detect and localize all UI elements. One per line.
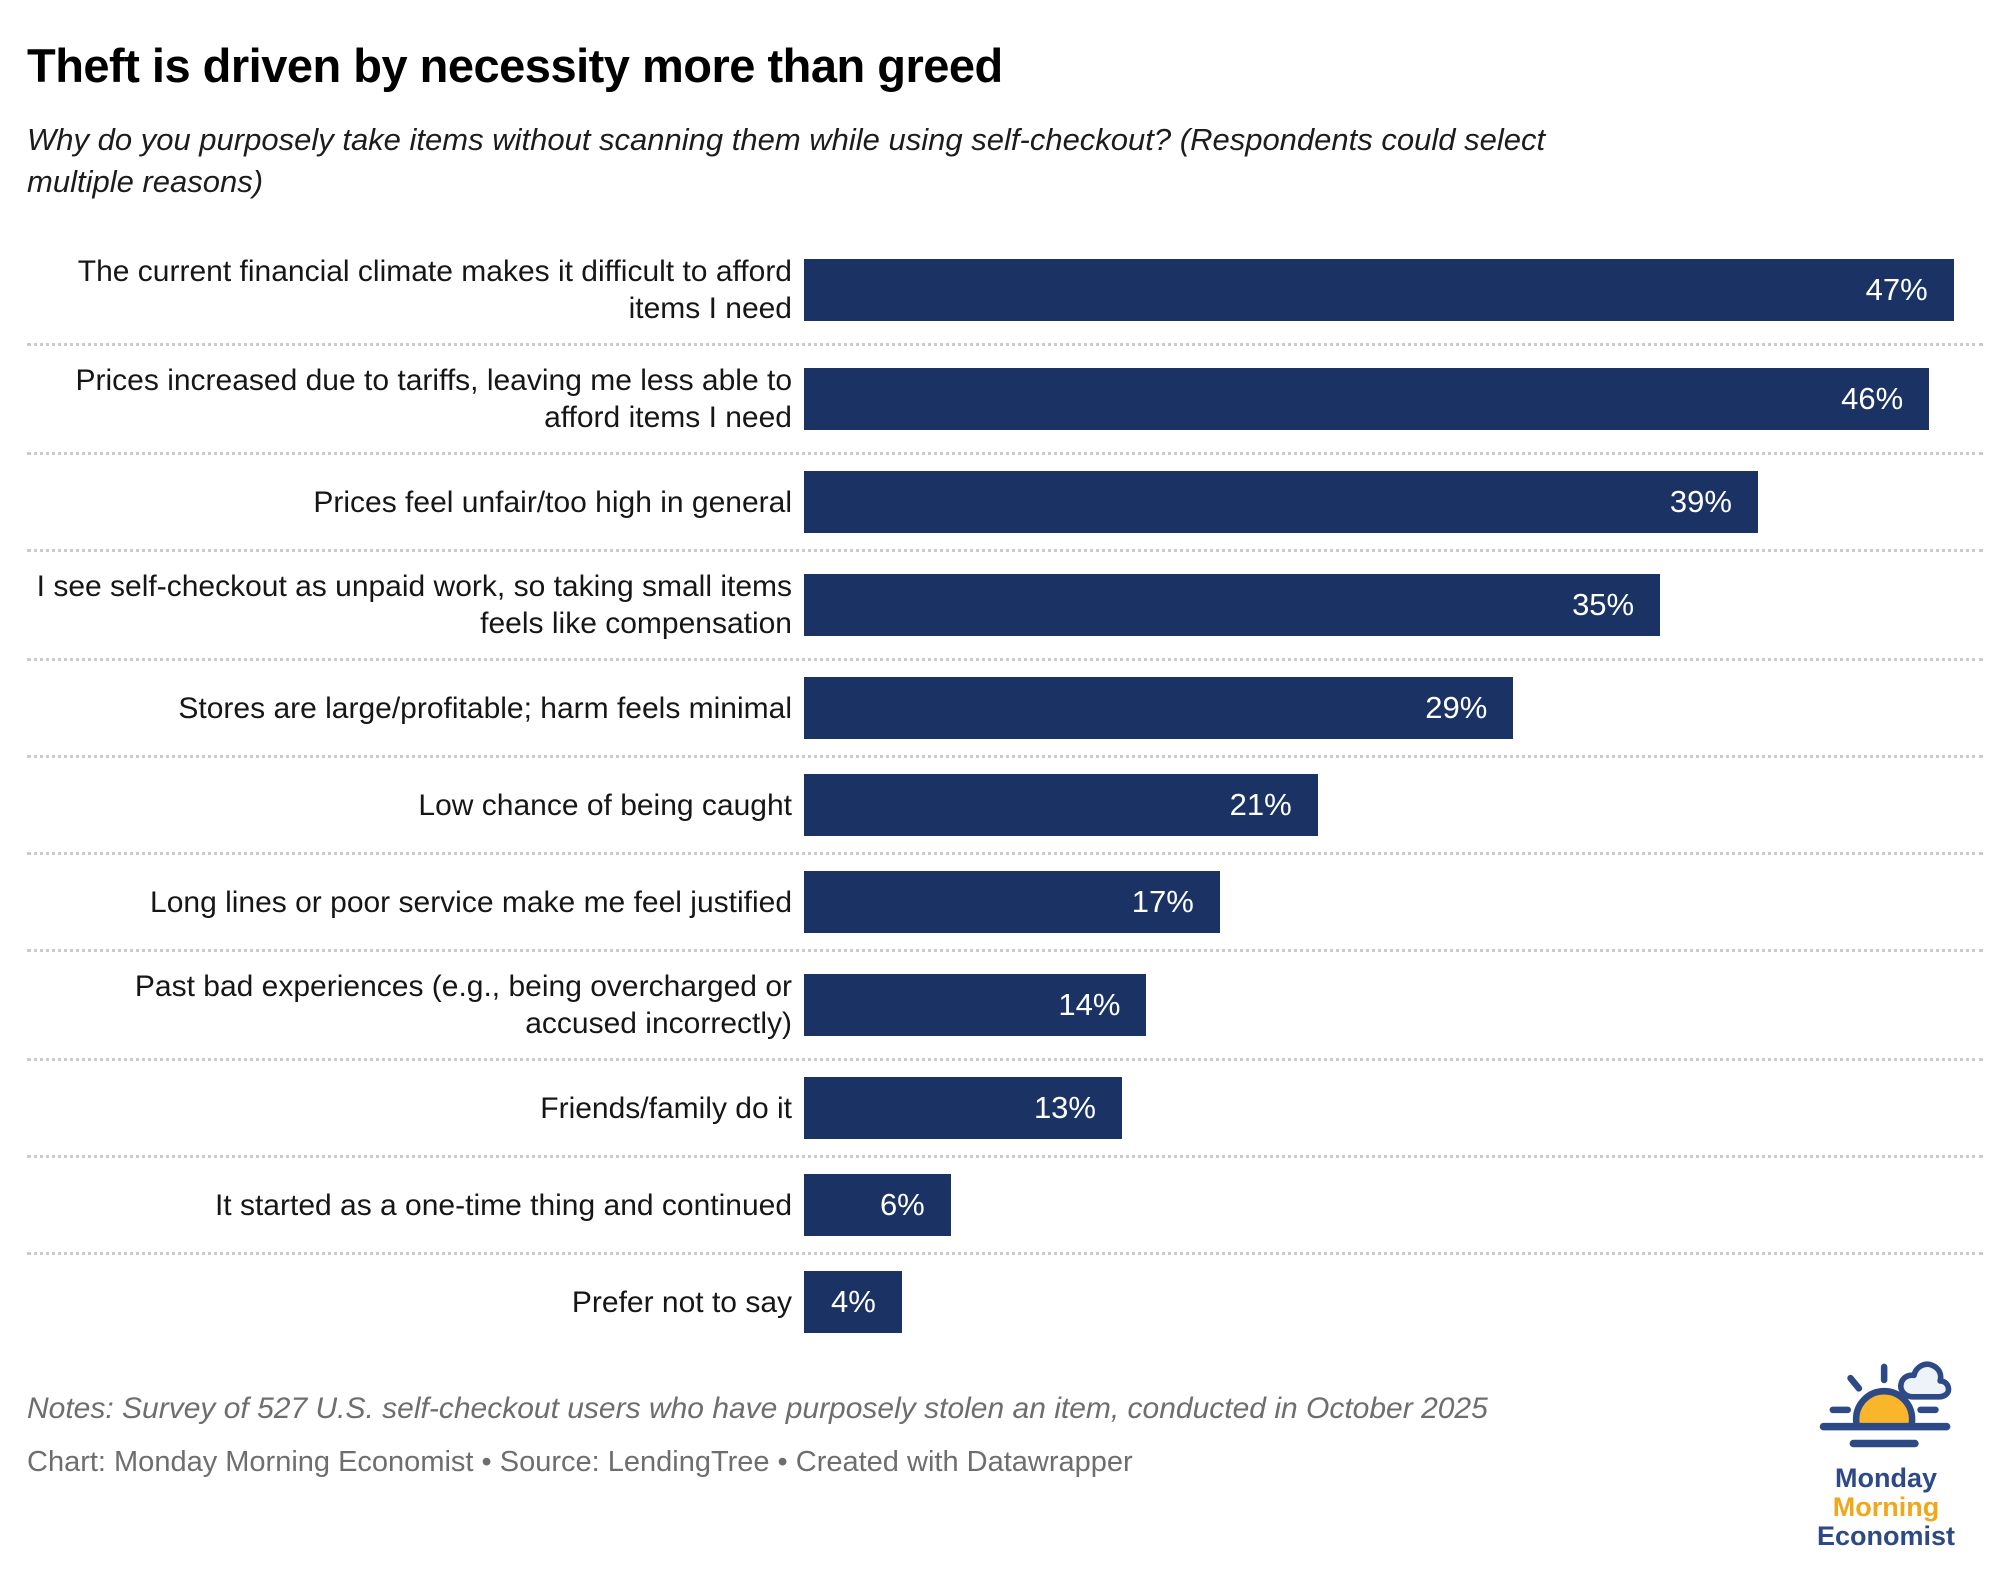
category-label: Prefer not to say bbox=[571, 1285, 792, 1319]
logo-word-monday: Monday bbox=[1834, 1463, 1937, 1493]
bar-track: 39% bbox=[804, 471, 1983, 533]
sunrise-cloud-icon bbox=[1819, 1361, 1952, 1448]
bar-track: 35% bbox=[804, 574, 1983, 636]
bar-track: 14% bbox=[804, 974, 1983, 1036]
value-label: 46% bbox=[1841, 381, 1904, 416]
bar: 21% bbox=[804, 774, 1318, 836]
category-label: Long lines or poor service make me feel … bbox=[150, 885, 792, 919]
category-label: The current financial climate makes it d… bbox=[77, 255, 792, 325]
bar: 6% bbox=[804, 1174, 951, 1236]
bar-track: 4% bbox=[804, 1271, 1983, 1333]
bar: 35% bbox=[804, 574, 1661, 636]
bar-row: Prices feel unfair/too high in general 3… bbox=[27, 452, 1983, 549]
bar: 39% bbox=[804, 471, 1758, 533]
category-label: Stores are large/profitable; harm feels … bbox=[178, 691, 792, 725]
bar: 14% bbox=[804, 974, 1147, 1036]
bar: 47% bbox=[804, 259, 1954, 321]
logo-word-morning: Morning bbox=[1832, 1492, 1940, 1522]
bar-row: Long lines or poor service make me feel … bbox=[27, 852, 1983, 949]
bar-track: 17% bbox=[804, 871, 1983, 933]
category-label: Friends/family do it bbox=[540, 1091, 792, 1125]
category-label: Low chance of being caught bbox=[418, 788, 792, 822]
logo-word-economist: Economist bbox=[1816, 1521, 1956, 1551]
value-label: 47% bbox=[1865, 272, 1928, 307]
category-label: Prices feel unfair/too high in general bbox=[313, 485, 792, 519]
bar-track: 47% bbox=[804, 259, 1983, 321]
bar-track: 29% bbox=[804, 677, 1983, 739]
bar-row: The current financial climate makes it d… bbox=[27, 237, 1983, 343]
chart-title: Theft is driven by necessity more than g… bbox=[27, 39, 1003, 92]
notes-text: Notes: Survey of 527 U.S. self-checkout … bbox=[27, 1392, 1488, 1425]
bar: 46% bbox=[804, 368, 1930, 430]
bar-row: Low chance of being caught 21% bbox=[27, 755, 1983, 852]
bar-row: Friends/family do it 13% bbox=[27, 1058, 1983, 1155]
value-label: 14% bbox=[1058, 987, 1121, 1022]
bar-track: 21% bbox=[804, 774, 1983, 836]
credit-text: Chart: Monday Morning Economist • Source… bbox=[27, 1446, 1133, 1478]
chart-subtitle: Why do you purposely take items without … bbox=[27, 122, 1546, 199]
value-label: 35% bbox=[1572, 587, 1635, 622]
value-label: 4% bbox=[831, 1284, 876, 1319]
bar: 17% bbox=[804, 871, 1220, 933]
value-label: 21% bbox=[1229, 787, 1292, 822]
value-label: 39% bbox=[1669, 484, 1732, 519]
bar: 4% bbox=[804, 1271, 902, 1333]
value-label: 17% bbox=[1131, 884, 1194, 919]
monday-morning-economist-logo: Monday Morning Economist bbox=[1814, 1352, 1958, 1551]
bar-track: 46% bbox=[804, 368, 1983, 430]
category-label: It started as a one-time thing and conti… bbox=[214, 1188, 792, 1222]
bar-row: Prefer not to say 4% bbox=[27, 1252, 1983, 1349]
bar: 29% bbox=[804, 677, 1514, 739]
bar-row: Past bad experiences (e.g., being overch… bbox=[27, 949, 1983, 1058]
bar: 13% bbox=[804, 1077, 1122, 1139]
value-label: 29% bbox=[1425, 690, 1488, 725]
category-label: I see self-checkout as unpaid work, so t… bbox=[36, 570, 792, 640]
bar-row: It started as a one-time thing and conti… bbox=[27, 1155, 1983, 1252]
bar-track: 6% bbox=[804, 1174, 1983, 1236]
value-label: 6% bbox=[879, 1187, 925, 1222]
bar-row: Stores are large/profitable; harm feels … bbox=[27, 658, 1983, 755]
bar-track: 13% bbox=[804, 1077, 1983, 1139]
category-label: Past bad experiences (e.g., being overch… bbox=[134, 970, 792, 1040]
value-label: 13% bbox=[1033, 1090, 1096, 1125]
bar-row: I see self-checkout as unpaid work, so t… bbox=[27, 549, 1983, 658]
bar-row: Prices increased due to tariffs, leaving… bbox=[27, 343, 1983, 452]
category-label: Prices increased due to tariffs, leaving… bbox=[75, 364, 792, 434]
bar-chart: The current financial climate makes it d… bbox=[27, 237, 1983, 1349]
